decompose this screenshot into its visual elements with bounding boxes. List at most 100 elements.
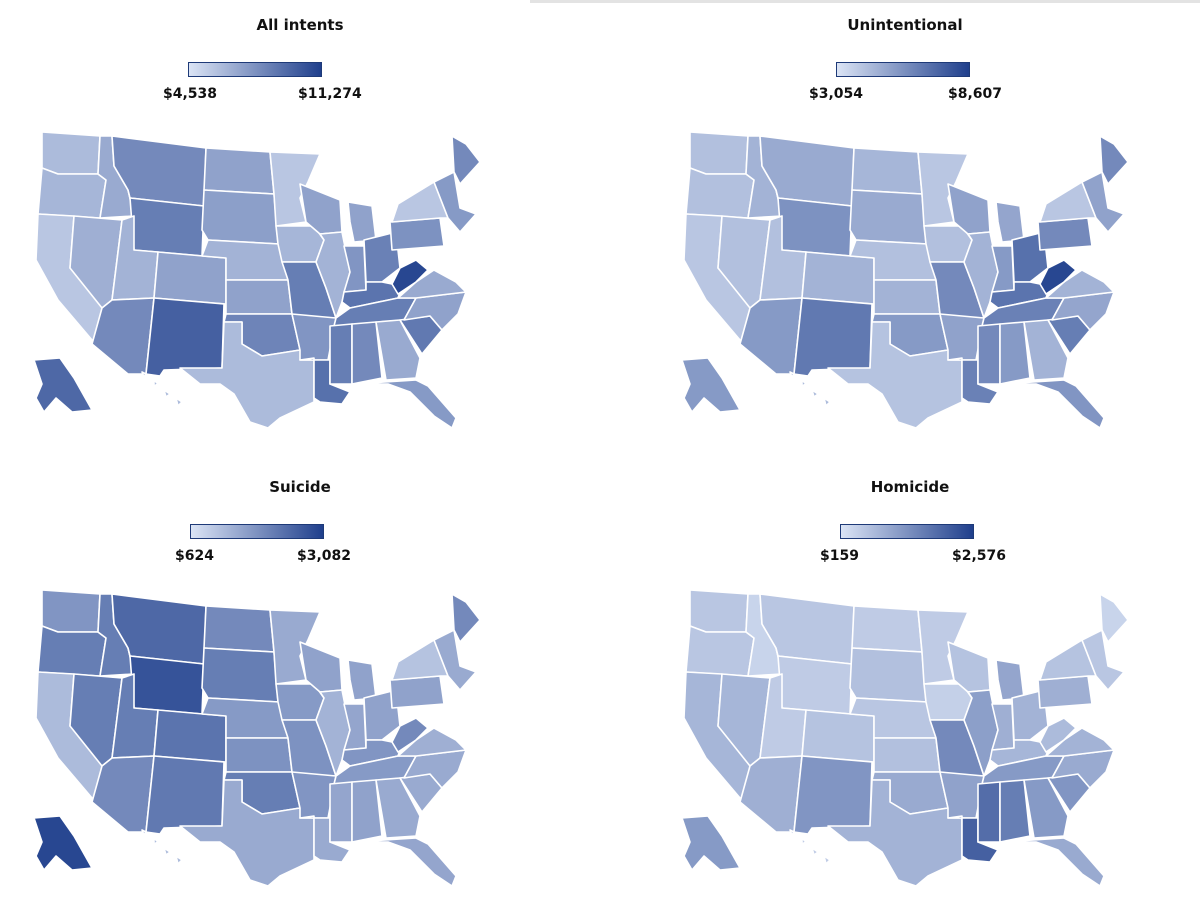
state-ms[interactable] [977, 323, 1001, 385]
state-ak[interactable] [33, 357, 93, 413]
state-hi-island[interactable] [141, 829, 147, 836]
state-ga[interactable] [375, 319, 421, 381]
state-wa[interactable] [689, 131, 749, 175]
state-mn[interactable] [269, 609, 321, 685]
state-wv[interactable] [1039, 717, 1077, 753]
state-tx[interactable] [827, 779, 963, 887]
state-tx[interactable] [179, 321, 315, 429]
state-hi[interactable] [175, 397, 183, 407]
state-hi-island[interactable] [811, 389, 819, 398]
state-me[interactable] [1099, 135, 1128, 185]
state-co[interactable] [153, 709, 227, 763]
state-mn[interactable] [917, 151, 969, 227]
state-hi-island[interactable] [801, 837, 807, 845]
state-tx[interactable] [827, 321, 963, 429]
state-mi[interactable] [995, 201, 1025, 243]
state-wa[interactable] [689, 589, 749, 633]
state-nm[interactable] [145, 755, 225, 835]
state-hi-island[interactable] [801, 379, 807, 387]
state-ny[interactable] [391, 181, 449, 223]
state-ks[interactable] [225, 737, 293, 773]
state-az[interactable] [91, 755, 155, 833]
state-mi[interactable] [347, 201, 377, 243]
state-nm[interactable] [793, 755, 873, 835]
state-wy[interactable] [129, 197, 205, 257]
state-ga[interactable] [375, 777, 421, 839]
state-nm[interactable] [145, 297, 225, 377]
state-ms[interactable] [977, 781, 1001, 843]
state-hi-island[interactable] [811, 847, 819, 856]
state-or[interactable] [37, 167, 107, 219]
state-hi-island[interactable] [141, 371, 147, 378]
state-ak[interactable] [681, 815, 741, 871]
state-hi-island[interactable] [163, 389, 171, 398]
state-mi[interactable] [995, 659, 1025, 701]
state-me[interactable] [451, 135, 480, 185]
state-hi-island[interactable] [789, 371, 795, 378]
state-hi[interactable] [823, 397, 831, 407]
state-hi-island[interactable] [153, 379, 159, 387]
state-fl[interactable] [353, 379, 457, 429]
state-al[interactable] [999, 321, 1031, 385]
state-fl[interactable] [353, 837, 457, 887]
state-al[interactable] [351, 779, 383, 843]
state-ak[interactable] [33, 815, 93, 871]
state-ga[interactable] [1023, 319, 1069, 381]
state-mi[interactable] [347, 659, 377, 701]
state-me[interactable] [1099, 593, 1128, 643]
state-ny[interactable] [391, 639, 449, 681]
state-wy[interactable] [777, 197, 853, 257]
state-pa[interactable] [389, 675, 445, 709]
state-mn[interactable] [917, 609, 969, 685]
state-nd[interactable] [203, 147, 275, 195]
state-wa[interactable] [41, 131, 101, 175]
state-ny[interactable] [1039, 181, 1097, 223]
state-hi-island[interactable] [153, 837, 159, 845]
state-mn[interactable] [269, 151, 321, 227]
state-or[interactable] [37, 625, 107, 677]
state-fl[interactable] [1001, 837, 1105, 887]
state-co[interactable] [801, 251, 875, 305]
state-nd[interactable] [851, 605, 923, 653]
state-wy[interactable] [777, 655, 853, 715]
state-sd[interactable] [201, 189, 279, 245]
state-nd[interactable] [203, 605, 275, 653]
state-me[interactable] [451, 593, 480, 643]
state-wy[interactable] [129, 655, 205, 715]
state-wa[interactable] [41, 589, 101, 633]
state-wv[interactable] [391, 259, 429, 295]
state-sd[interactable] [201, 647, 279, 703]
state-ny[interactable] [1039, 639, 1097, 681]
state-ms[interactable] [329, 781, 353, 843]
state-sd[interactable] [849, 189, 927, 245]
state-ga[interactable] [1023, 777, 1069, 839]
state-ms[interactable] [329, 323, 353, 385]
state-ks[interactable] [873, 737, 941, 773]
state-nm[interactable] [793, 297, 873, 377]
state-nd[interactable] [851, 147, 923, 195]
state-pa[interactable] [389, 217, 445, 251]
state-hi-island[interactable] [789, 829, 795, 836]
state-al[interactable] [351, 321, 383, 385]
state-hi-island[interactable] [163, 847, 171, 856]
state-co[interactable] [801, 709, 875, 763]
state-wv[interactable] [391, 717, 429, 753]
state-pa[interactable] [1037, 217, 1093, 251]
state-ks[interactable] [873, 279, 941, 315]
state-fl[interactable] [1001, 379, 1105, 429]
state-co[interactable] [153, 251, 227, 305]
state-hi[interactable] [823, 855, 831, 865]
state-hi[interactable] [175, 855, 183, 865]
state-tx[interactable] [179, 779, 315, 887]
state-al[interactable] [999, 779, 1031, 843]
state-or[interactable] [685, 625, 755, 677]
state-wv[interactable] [1039, 259, 1077, 295]
state-or[interactable] [685, 167, 755, 219]
state-az[interactable] [739, 297, 803, 375]
state-sd[interactable] [849, 647, 927, 703]
state-ks[interactable] [225, 279, 293, 315]
state-az[interactable] [739, 755, 803, 833]
state-az[interactable] [91, 297, 155, 375]
state-pa[interactable] [1037, 675, 1093, 709]
state-ak[interactable] [681, 357, 741, 413]
